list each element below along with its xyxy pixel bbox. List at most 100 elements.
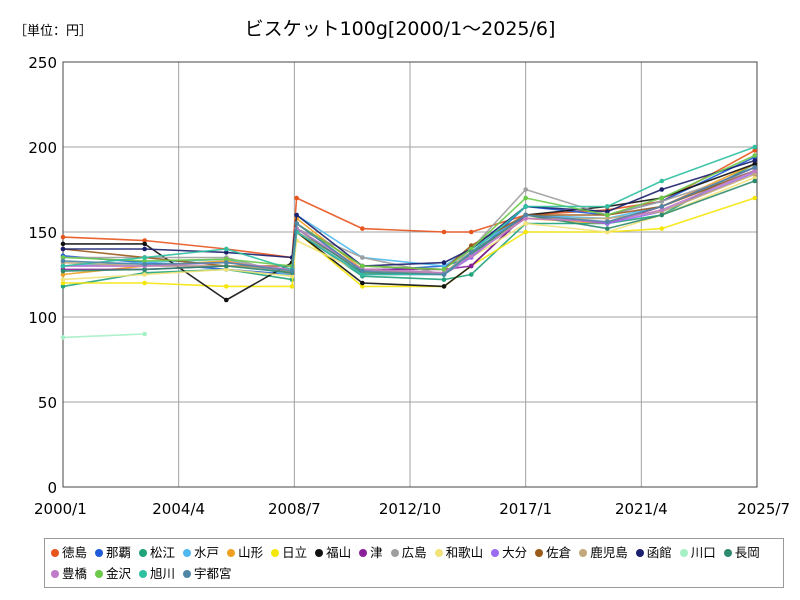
data-point [659,199,665,204]
legend-item: 川口 [679,543,716,563]
data-point [752,148,758,153]
legend-marker-icon [183,548,192,557]
data-point [294,195,299,201]
data-point [523,229,528,235]
legend-item: 水戸 [183,543,219,563]
data-point [659,204,665,209]
data-point [468,243,474,248]
data-point [523,204,528,209]
data-point [523,221,528,226]
legend-marker-icon [679,548,688,557]
data-point [605,216,610,221]
data-point [523,187,528,192]
series-line-金沢 [62,154,756,271]
data-point [142,267,147,272]
data-point [659,212,665,218]
legend-item: 広島 [390,543,427,563]
data-point [752,178,758,184]
data-point [360,255,365,260]
data-point [223,246,229,252]
series-line-函館 [63,159,755,267]
data-point [659,195,665,201]
data-point [752,168,758,174]
y-tick-label: 150 [28,224,57,242]
y-tick-label: 100 [28,309,57,327]
data-point [60,263,66,269]
data-point [223,250,229,255]
data-point [752,153,758,158]
x-tick-label: 2008/7 [268,500,321,518]
data-point [60,255,66,260]
legend-label: 長岡 [734,545,760,560]
data-point [605,204,610,209]
data-point [523,216,528,221]
data-point [294,212,299,218]
legend-item: 函館 [635,543,672,563]
y-tick-label: 200 [28,139,57,157]
legend-label: 那覇 [106,545,132,560]
series-line-川口 [62,333,145,339]
y-tick-label: 250 [28,54,57,72]
data-point [441,277,447,282]
data-point [142,238,147,243]
legend-item: 長岡 [723,543,760,563]
data-point [468,250,474,255]
data-point [605,229,610,235]
data-point [142,258,147,264]
legend-marker-icon [434,548,443,557]
legend-marker-icon [51,569,59,578]
data-point [752,195,758,201]
data-point [752,161,758,167]
legend-label: 鹿児島 [590,545,628,560]
data-point [468,246,474,252]
series-line-旭川 [62,146,755,276]
legend-marker-icon [635,548,644,557]
data-point [60,268,66,274]
legend-marker-icon [579,548,588,557]
legend-marker-icon [535,548,544,557]
chart-title: ビスケット100g[2000/1～2025/6] [244,18,556,40]
data-point [360,226,365,231]
legend-item: 那覇 [95,543,131,563]
data-point [468,263,474,269]
data-point [605,219,610,225]
data-point [360,284,365,289]
data-point [223,267,229,272]
data-point [60,241,66,247]
legend-label: 福山 [326,545,352,560]
data-point [441,229,447,235]
data-point [441,267,447,272]
data-point [142,280,147,286]
legend-label: 川口 [690,545,716,560]
legend-item: 豊橋 [51,564,87,584]
legend: 徳島 那覇 松江 水戸 山形 日立 福山 津 広島 和歌山 大分 佐倉 鹿児島 函館 川口 長岡豊橋 金沢 旭川 宇… [44,538,784,588]
data-point [60,280,66,286]
legend-marker-icon [95,548,104,557]
y-tick-label: 0 [47,479,57,497]
data-point [441,272,447,277]
legend-marker-icon [227,548,236,557]
legend-marker-icon [51,548,59,557]
legend-marker-icon [491,548,500,557]
legend-marker-icon [723,548,732,557]
legend-label: 日立 [282,545,308,560]
legend-label: 和歌山 [445,545,484,560]
x-tick-label: 2021/4 [615,500,668,518]
series-line-日立 [63,197,755,288]
series-line-長岡 [62,180,755,276]
data-point [605,209,610,214]
legend-label: 徳島 [62,545,88,560]
data-point [605,212,610,218]
data-point [142,246,147,252]
data-point [468,229,474,235]
data-point [60,258,66,264]
data-point [60,335,66,340]
data-point [468,272,474,277]
x-tick-label: 2017/1 [499,500,552,518]
legend-item: 山形 [227,543,263,563]
legend-label: 広島 [401,545,427,560]
data-point [289,268,295,274]
legend-label: 豊橋 [62,566,88,581]
legend-marker-icon [95,569,104,578]
